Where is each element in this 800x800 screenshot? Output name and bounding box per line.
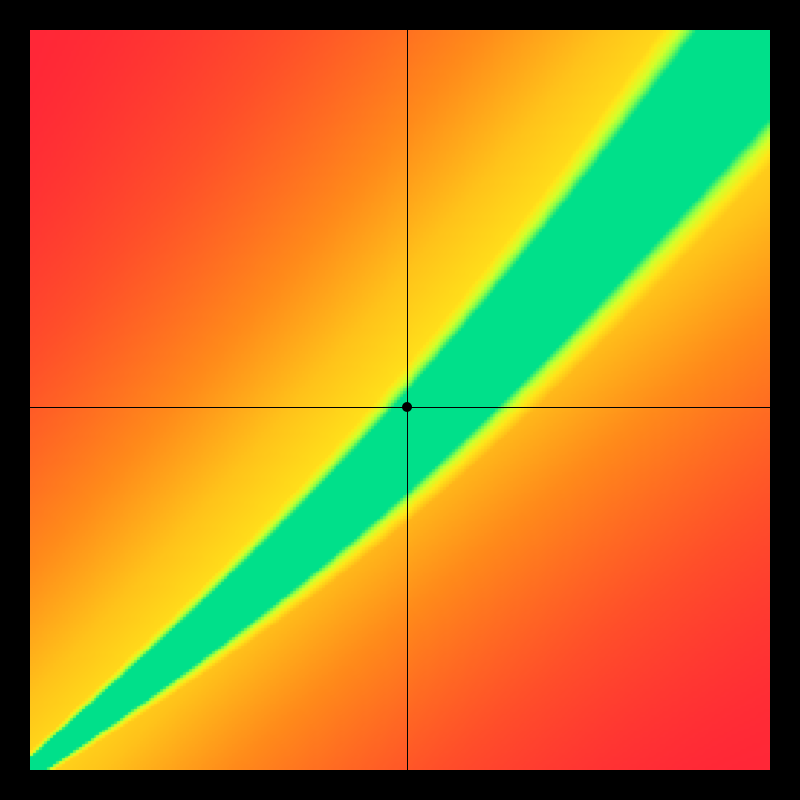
heatmap-canvas	[30, 30, 770, 770]
heatmap-plot	[30, 30, 770, 770]
watermark-text: TheBottleneck.com	[542, 4, 772, 32]
chart-frame: TheBottleneck.com	[0, 0, 800, 800]
